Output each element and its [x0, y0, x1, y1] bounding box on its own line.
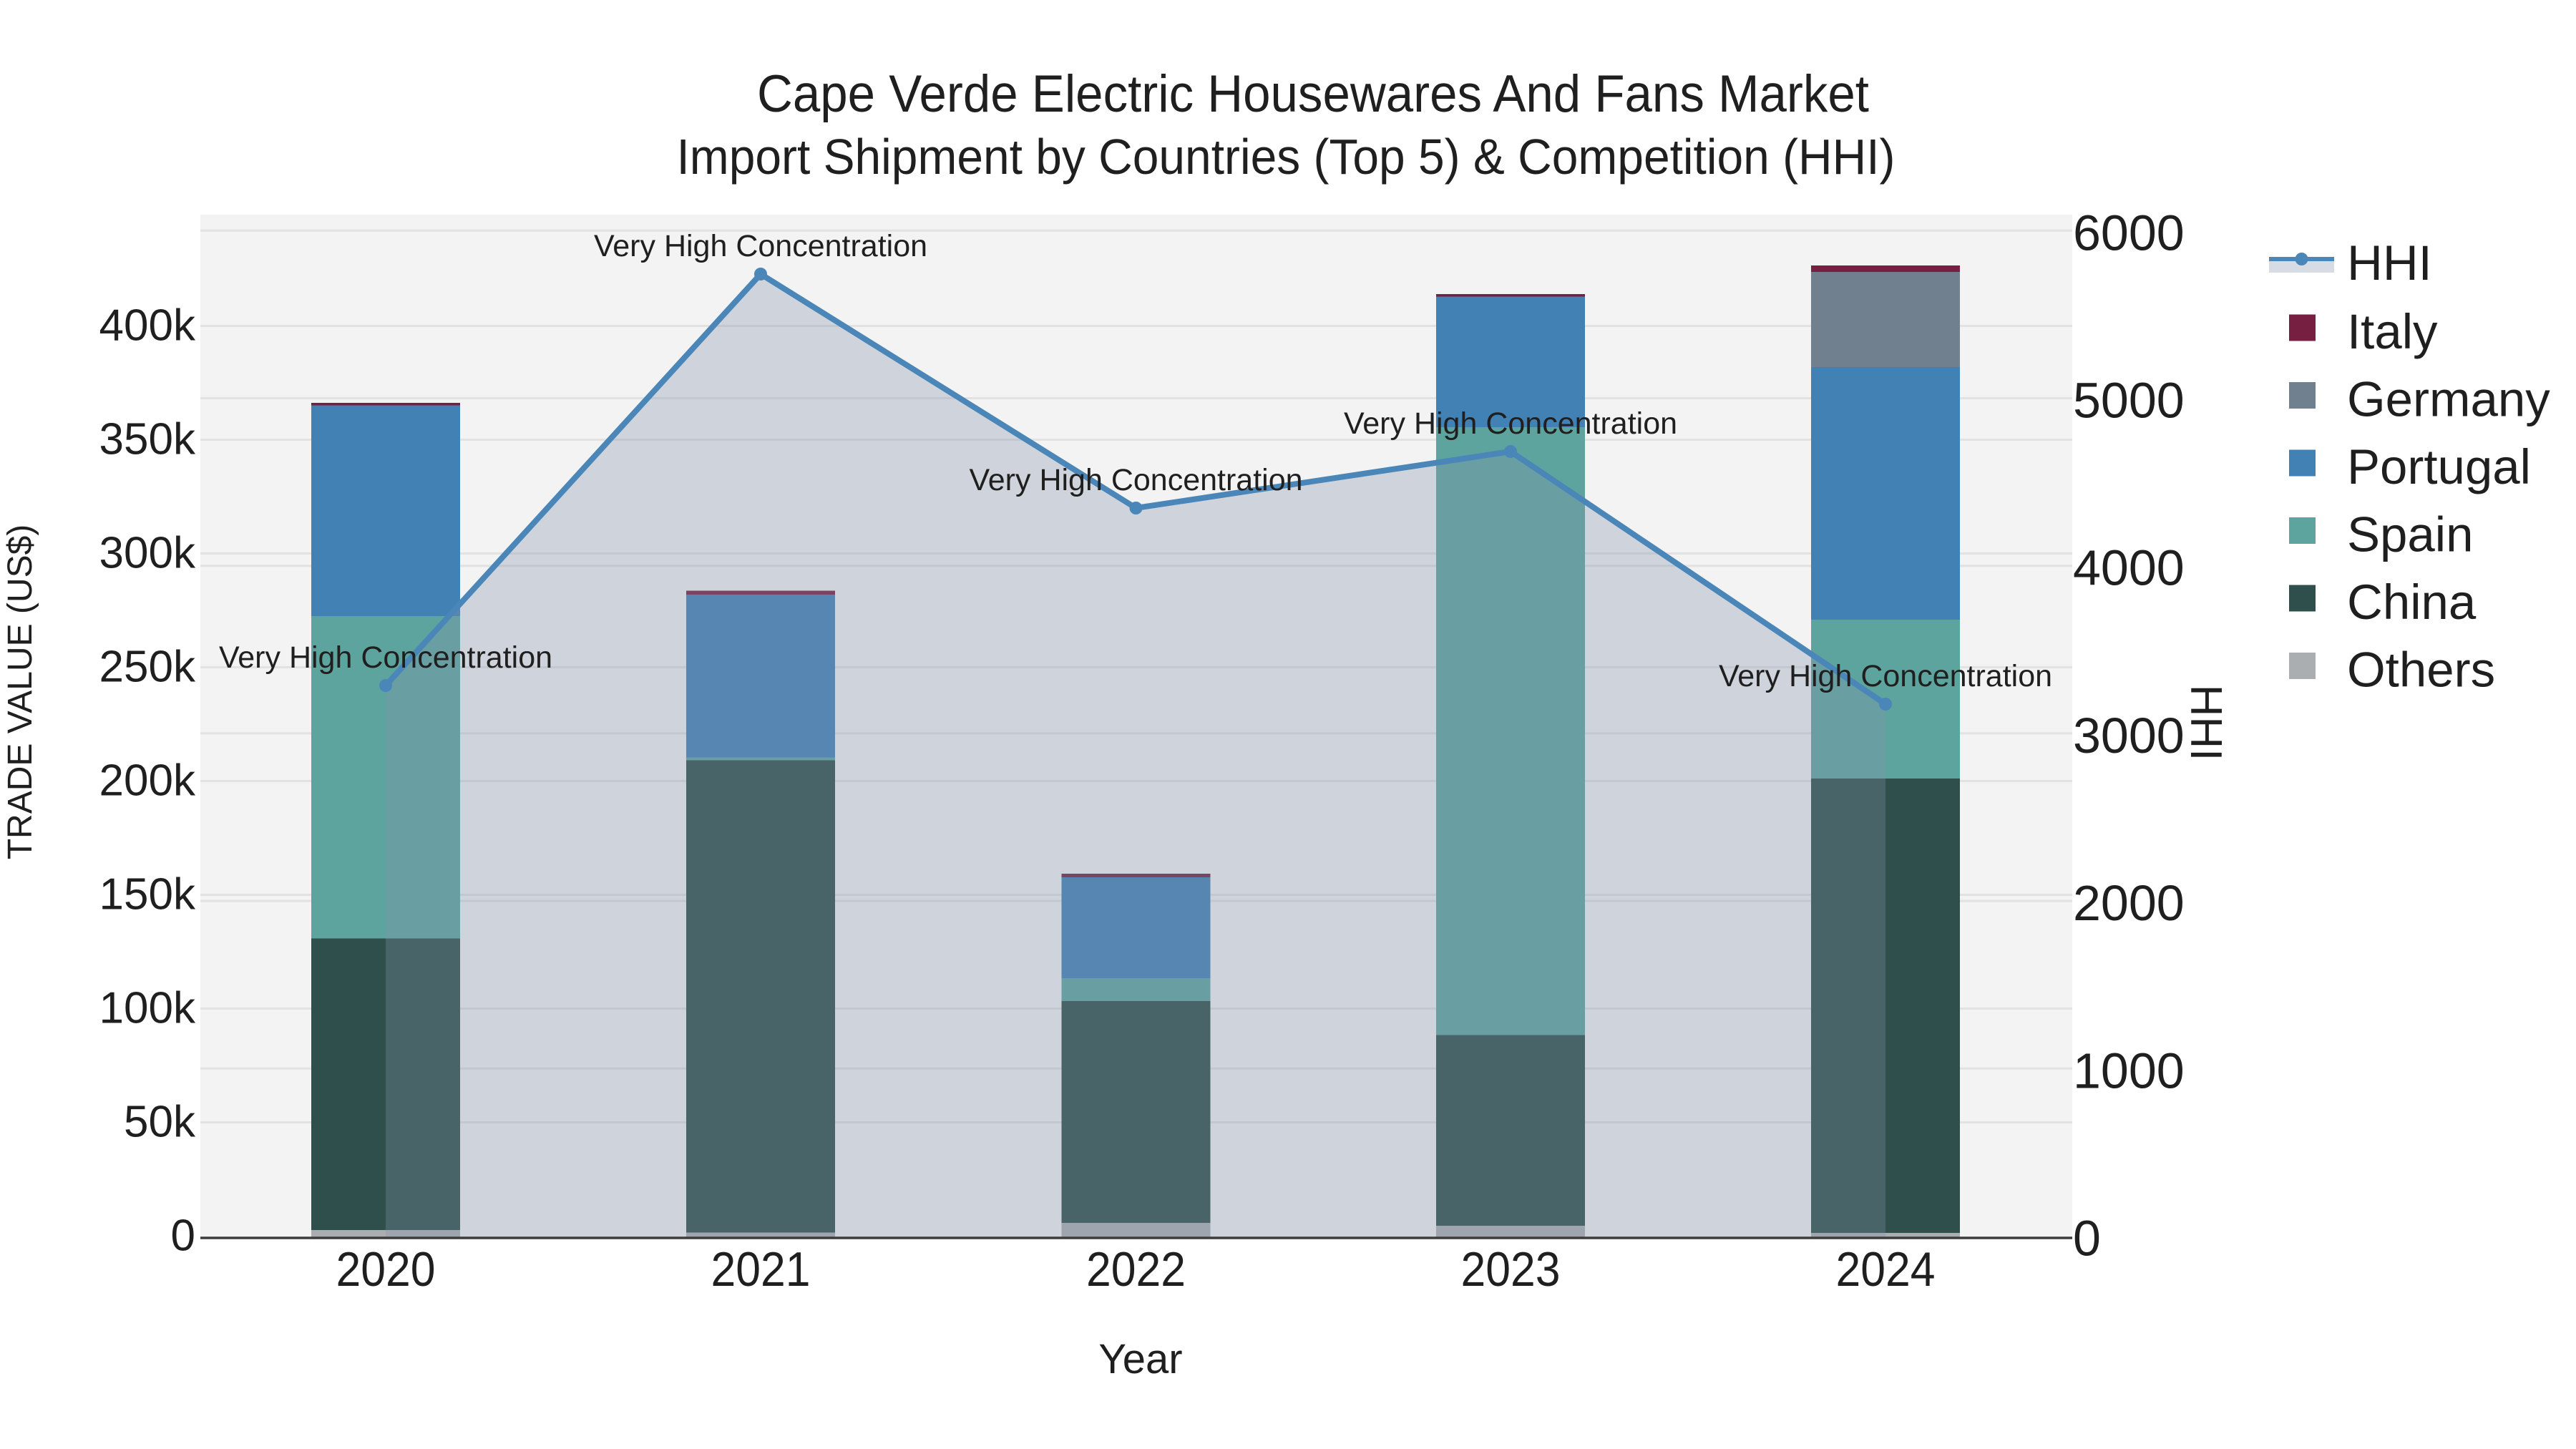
svg-text:0: 0 [171, 1211, 195, 1261]
svg-text:50k: 50k [124, 1098, 196, 1147]
svg-text:150k: 150k [99, 870, 196, 919]
svg-text:0: 0 [2073, 1211, 2101, 1267]
svg-text:300k: 300k [99, 529, 196, 578]
svg-text:1000: 1000 [2073, 1043, 2185, 1098]
svg-text:Germany: Germany [2347, 372, 2550, 427]
svg-text:350k: 350k [99, 415, 196, 464]
svg-text:Import Shipment by Countries (: Import Shipment by Countries (Top 5) & C… [677, 129, 1896, 185]
svg-text:HHI: HHI [2181, 685, 2230, 761]
svg-text:6000: 6000 [2073, 205, 2185, 260]
svg-text:Very High Concentration: Very High Concentration [594, 229, 927, 263]
svg-text:Year: Year [1098, 1336, 1182, 1382]
svg-text:2000: 2000 [2073, 875, 2185, 931]
svg-text:250k: 250k [99, 643, 196, 692]
svg-text:5000: 5000 [2073, 373, 2185, 429]
svg-text:3000: 3000 [2073, 708, 2185, 763]
svg-text:Cape Verde Electric Housewares: Cape Verde Electric Housewares And Fans … [757, 65, 1869, 123]
svg-text:2021: 2021 [711, 1242, 811, 1297]
svg-text:2020: 2020 [336, 1242, 436, 1297]
svg-text:Spain: Spain [2347, 507, 2473, 562]
svg-text:Italy: Italy [2347, 304, 2438, 359]
svg-text:HHI: HHI [2347, 235, 2432, 291]
svg-text:Very High Concentration: Very High Concentration [1719, 659, 2052, 693]
svg-text:2024: 2024 [1836, 1242, 1936, 1297]
svg-text:Very High Concentration: Very High Concentration [219, 640, 552, 675]
svg-text:2022: 2022 [1086, 1242, 1186, 1297]
svg-text:China: China [2347, 575, 2477, 630]
svg-text:4000: 4000 [2073, 540, 2185, 596]
svg-text:400k: 400k [99, 301, 196, 351]
svg-text:Very High Concentration: Very High Concentration [1344, 406, 1677, 441]
svg-text:Others: Others [2347, 643, 2495, 698]
svg-text:TRADE VALUE (US$): TRADE VALUE (US$) [1, 525, 39, 860]
svg-text:Portugal: Portugal [2347, 439, 2531, 494]
svg-text:2023: 2023 [1461, 1242, 1561, 1297]
svg-text:100k: 100k [99, 984, 196, 1033]
svg-text:Very High Concentration: Very High Concentration [969, 463, 1302, 497]
svg-text:200k: 200k [99, 756, 196, 806]
